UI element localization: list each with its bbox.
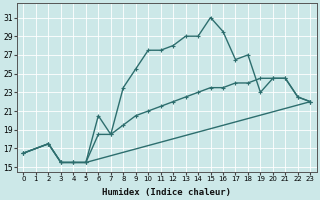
X-axis label: Humidex (Indice chaleur): Humidex (Indice chaleur) [102, 188, 231, 197]
